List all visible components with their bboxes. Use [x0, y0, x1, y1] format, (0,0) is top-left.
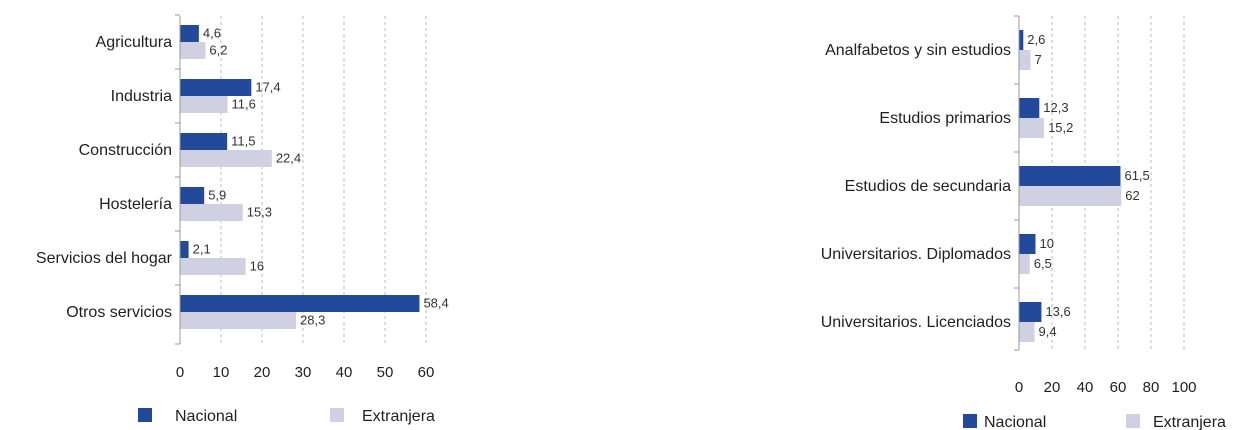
- bar-nacional: [1019, 30, 1024, 50]
- bar-extranjera: [180, 96, 228, 113]
- legend-swatch-extranjera: [1126, 414, 1140, 428]
- data-label: 4,6: [203, 26, 221, 41]
- x-tick-label: 80: [1143, 379, 1160, 396]
- data-label: 2,1: [193, 242, 211, 257]
- bar-extranjera: [1019, 254, 1030, 274]
- legend: Nacional Extranjera: [963, 414, 1226, 430]
- bar-extranjera: [1019, 50, 1031, 70]
- legend-label-extranjera: Extranjera: [1153, 414, 1226, 430]
- legend-swatch-nacional: [138, 408, 152, 422]
- legend-swatch-extranjera: [330, 408, 344, 422]
- x-tick-label: 40: [1077, 379, 1094, 396]
- bar-nacional: [180, 241, 189, 258]
- data-label: 16: [250, 259, 264, 274]
- data-label: 2,6: [1027, 32, 1045, 47]
- bar-extranjera: [180, 204, 243, 221]
- x-tick-label: 20: [254, 364, 271, 381]
- data-label: 12,3: [1043, 100, 1068, 115]
- bar-nacional: [1019, 302, 1042, 322]
- legend-swatch-nacional: [963, 414, 977, 428]
- data-label: 10: [1040, 236, 1054, 251]
- bar-extranjera: [180, 150, 272, 167]
- bar-extranjera: [1019, 118, 1045, 138]
- data-label: 7: [1035, 52, 1042, 67]
- x-tick-label: 0: [176, 364, 184, 381]
- bar-extranjera: [180, 42, 206, 59]
- legend-label-nacional: Nacional: [984, 414, 1046, 430]
- bar-nacional: [1019, 234, 1036, 254]
- x-tick-label: 60: [418, 364, 435, 381]
- data-label: 11,6: [232, 97, 256, 112]
- bar-nacional: [1019, 98, 1040, 118]
- category-label: Estudios primarios: [879, 110, 1011, 127]
- chart-1: 4,6 6,2 Agricultura 17,4 11,6 Industria 11,5 22…: [36, 14, 449, 425]
- category-label: Universitarios. Licenciados: [821, 314, 1011, 331]
- data-label: 13,6: [1045, 304, 1070, 319]
- data-label: 9,4: [1039, 324, 1057, 339]
- category-label: Hostelería: [99, 196, 172, 213]
- data-label: 61,5: [1124, 168, 1149, 183]
- legend-label-nacional: Nacional: [175, 408, 237, 425]
- category-label: Otros servicios: [66, 304, 172, 321]
- chart-2: 2,6 7 Analfabetos y sin estudios 12,3 15,2 Es…: [821, 15, 1226, 430]
- data-label: 58,4: [423, 296, 448, 311]
- data-label: 6,2: [209, 43, 227, 58]
- bar-nacional: [1019, 166, 1121, 186]
- data-label: 17,4: [255, 80, 280, 95]
- x-tick-label: 10: [213, 364, 230, 381]
- bar-nacional: [180, 295, 420, 312]
- x-tick-label: 20: [1044, 379, 1061, 396]
- x-tick-label: 60: [1110, 379, 1127, 396]
- category-label: Analfabetos y sin estudios: [825, 42, 1011, 59]
- bar-extranjera: [180, 258, 246, 275]
- x-tick-label: 100: [1171, 379, 1196, 396]
- bar-nacional: [180, 25, 199, 42]
- x-tick-label: 50: [377, 364, 394, 381]
- bar-nacional: [180, 133, 228, 150]
- bar-extranjera: [1019, 322, 1035, 342]
- category-label: Estudios de secundaria: [845, 178, 1011, 195]
- category-label: Servicios del hogar: [36, 250, 173, 267]
- x-tick-label: 0: [1015, 379, 1023, 396]
- bar-extranjera: [180, 312, 297, 329]
- bar-nacional: [180, 79, 252, 96]
- data-label: 5,9: [208, 188, 226, 203]
- data-label: 62: [1125, 188, 1139, 203]
- category-label: Construcción: [79, 142, 172, 159]
- data-label: 22,4: [276, 151, 301, 166]
- legend: Nacional Extranjera: [138, 408, 435, 425]
- bar-extranjera: [1019, 186, 1122, 206]
- data-label: 15,2: [1048, 120, 1073, 135]
- category-label: Industria: [111, 88, 172, 105]
- data-label: 15,3: [247, 205, 272, 220]
- bar-nacional: [180, 187, 205, 204]
- data-label: 28,3: [300, 313, 325, 328]
- data-label: 11,5: [231, 134, 255, 149]
- legend-label-extranjera: Extranjera: [362, 408, 435, 425]
- category-label: Universitarios. Diplomados: [821, 246, 1011, 263]
- x-tick-label: 30: [295, 364, 312, 381]
- x-tick-label: 40: [336, 364, 353, 381]
- data-label: 6,5: [1034, 256, 1052, 271]
- category-label: Agricultura: [96, 34, 173, 51]
